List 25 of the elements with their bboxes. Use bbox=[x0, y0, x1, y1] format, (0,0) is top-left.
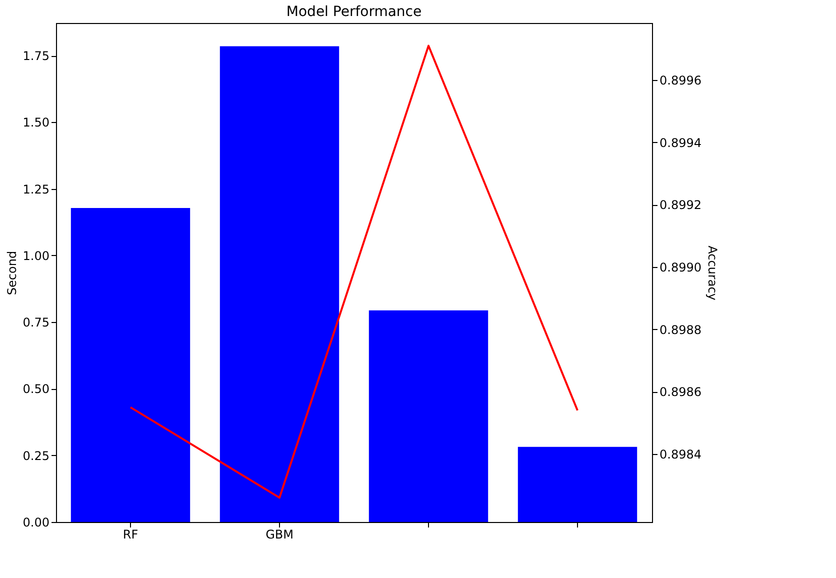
y2-tick-label: 0.8990 bbox=[660, 260, 702, 275]
y-tick-label: 0.25 bbox=[22, 448, 50, 463]
y2-tick-label: 0.8988 bbox=[660, 322, 702, 337]
bar bbox=[518, 446, 638, 522]
y2-tick-label: 0.8986 bbox=[660, 385, 702, 400]
bar bbox=[220, 46, 340, 522]
y-tick-label: 1.75 bbox=[22, 49, 50, 64]
y-tick-label: 0.75 bbox=[22, 316, 50, 330]
y-axis-title: Second bbox=[4, 250, 19, 296]
line-series bbox=[130, 44, 578, 499]
chart-title: Model Performance bbox=[286, 4, 422, 20]
y2-tick-label: 0.8984 bbox=[660, 448, 702, 462]
y2-tick-label: 0.8994 bbox=[660, 136, 702, 150]
bar bbox=[70, 208, 190, 522]
y-tick-label: 1.00 bbox=[22, 248, 50, 263]
y2-tick-label: 0.8996 bbox=[660, 74, 702, 88]
x-tick-label: RF bbox=[122, 528, 138, 542]
x-tick-label: GBM bbox=[266, 528, 294, 542]
y-tick-label: 1.25 bbox=[22, 182, 50, 196]
y2-tick-label: 0.8992 bbox=[660, 198, 702, 212]
y-tick-label: 0.00 bbox=[22, 516, 50, 530]
y-tick-label: 0.50 bbox=[22, 382, 50, 396]
bar bbox=[368, 310, 488, 522]
y2-axis-title: Accuracy bbox=[705, 246, 720, 300]
y-tick-label: 1.50 bbox=[22, 116, 50, 130]
